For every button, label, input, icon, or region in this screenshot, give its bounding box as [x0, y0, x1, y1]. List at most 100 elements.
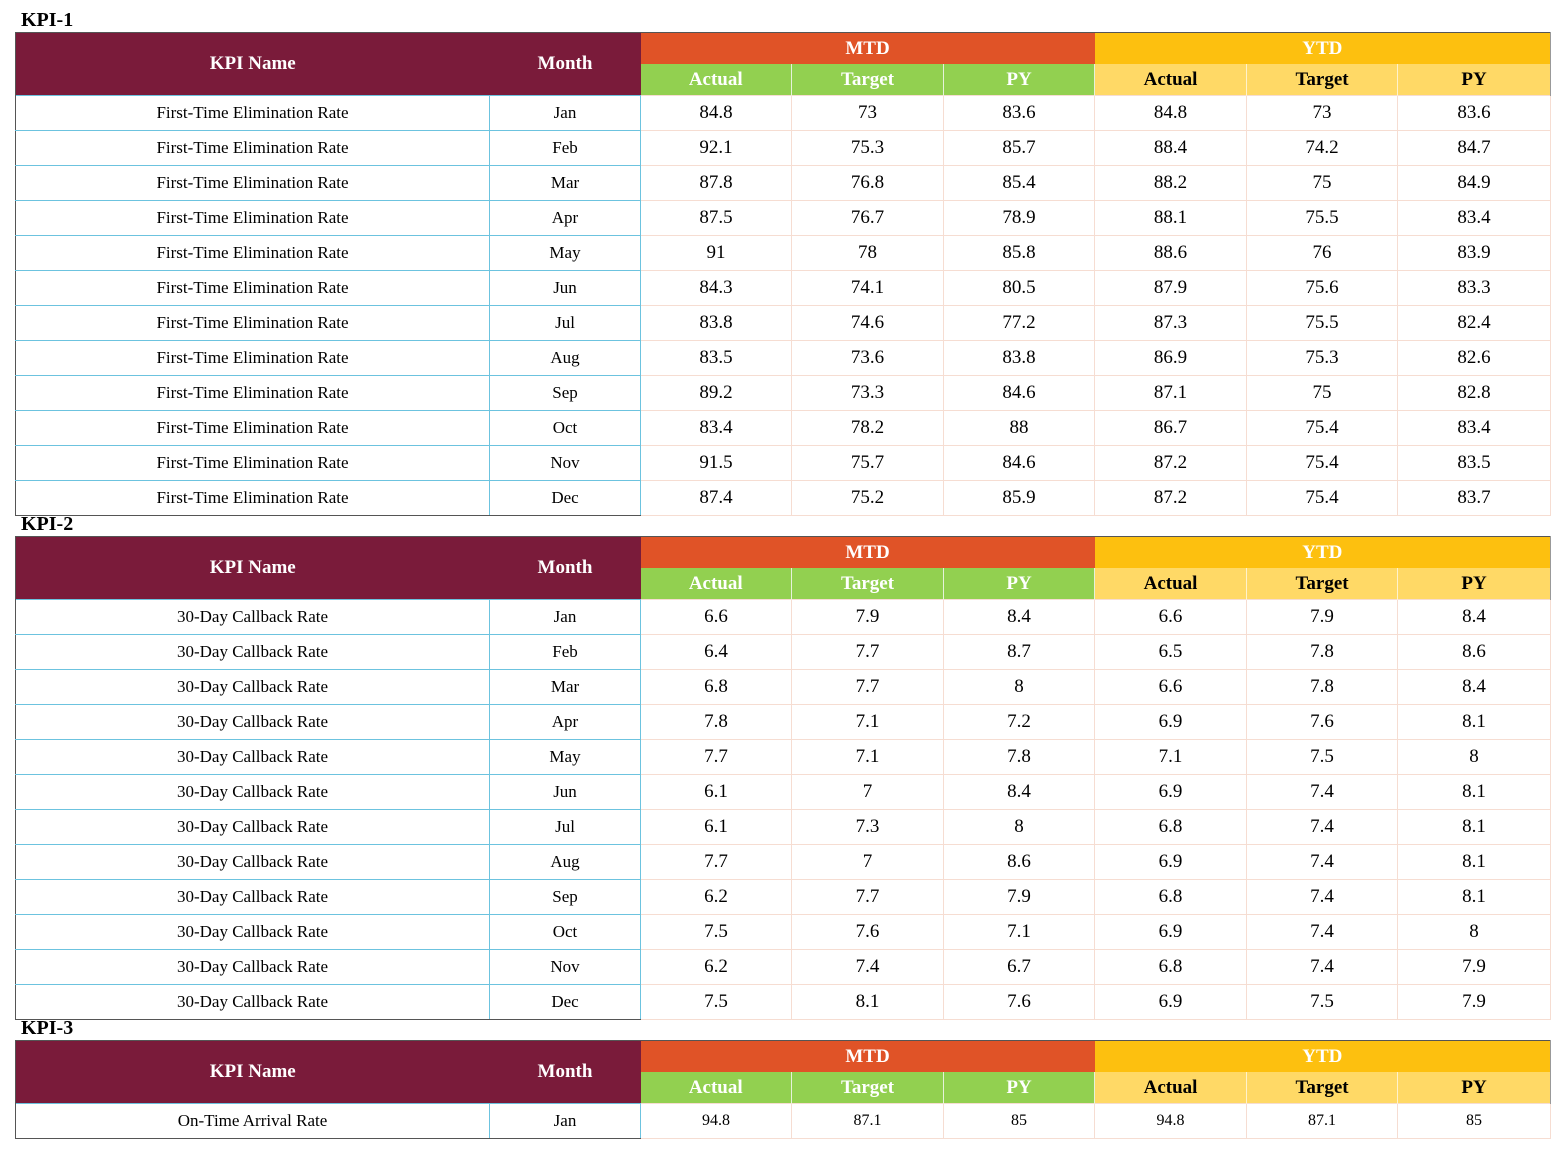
ytd-py-cell[interactable]: 8 [1397, 914, 1552, 950]
ytd-py-cell[interactable]: 83.5 [1397, 445, 1552, 481]
mtd-actual-cell[interactable]: 7.8 [640, 704, 792, 740]
ytd-target-cell[interactable]: 7.5 [1246, 984, 1399, 1020]
ytd-py-cell[interactable]: 8.1 [1397, 879, 1552, 915]
mtd-py-cell[interactable]: 85.4 [942, 165, 1096, 201]
ytd-target-cell[interactable]: 7.4 [1246, 879, 1399, 915]
mtd-actual-cell[interactable]: 6.2 [640, 879, 792, 915]
mtd-py-cell[interactable]: 88 [942, 410, 1096, 446]
ytd-py-cell[interactable]: 8.4 [1397, 599, 1552, 635]
mtd-target-cell[interactable]: 75.2 [791, 480, 944, 516]
mtd-target-cell[interactable]: 78 [791, 235, 944, 271]
mtd-header[interactable]: MTD [640, 1040, 1095, 1072]
ytd-actual-cell[interactable]: 86.7 [1094, 410, 1248, 446]
mtd-target-cell[interactable]: 8.1 [791, 984, 944, 1020]
ytd-target-cell[interactable]: 7.4 [1246, 809, 1399, 845]
mtd-actual-cell[interactable]: 84.3 [640, 270, 792, 306]
ytd-actual-cell[interactable]: 88.4 [1094, 130, 1248, 166]
ytd-target-cell[interactable]: 76 [1246, 235, 1399, 271]
mtd-actual-cell[interactable]: 87.4 [640, 480, 792, 516]
month-cell[interactable]: Oct [489, 410, 641, 446]
ytd-actual-cell[interactable]: 88.2 [1094, 165, 1248, 201]
mtd-target-header[interactable]: Target [791, 568, 944, 600]
kpi-name-cell[interactable]: First-Time Elimination Rate [15, 480, 490, 516]
kpi-name-cell[interactable]: 30-Day Callback Rate [15, 809, 490, 845]
ytd-py-cell[interactable]: 83.4 [1397, 200, 1552, 236]
kpi-name-cell[interactable]: 30-Day Callback Rate [15, 599, 490, 635]
month-cell[interactable]: Jan [489, 95, 641, 131]
ytd-actual-header[interactable]: Actual [1094, 568, 1248, 600]
mtd-py-cell[interactable]: 7.2 [942, 704, 1096, 740]
ytd-actual-cell[interactable]: 88.6 [1094, 235, 1248, 271]
mtd-py-header[interactable]: PY [943, 64, 1096, 96]
ytd-py-cell[interactable]: 84.9 [1397, 165, 1552, 201]
ytd-header[interactable]: YTD [1094, 536, 1552, 568]
mtd-target-header[interactable]: Target [791, 64, 944, 96]
mtd-target-cell[interactable]: 73 [791, 95, 944, 131]
kpi-name-cell[interactable]: 30-Day Callback Rate [15, 984, 490, 1020]
month-cell[interactable]: Oct [489, 914, 641, 950]
mtd-target-cell[interactable]: 7 [791, 844, 944, 880]
kpi-name-cell[interactable]: 30-Day Callback Rate [15, 879, 490, 915]
mtd-py-cell[interactable]: 80.5 [942, 270, 1096, 306]
mtd-target-cell[interactable]: 76.8 [791, 165, 944, 201]
mtd-py-cell[interactable]: 84.6 [942, 445, 1096, 481]
ytd-py-cell[interactable]: 85 [1397, 1103, 1552, 1139]
month-cell[interactable]: Feb [489, 130, 641, 166]
ytd-actual-cell[interactable]: 87.1 [1094, 375, 1248, 411]
mtd-target-cell[interactable]: 7.3 [791, 809, 944, 845]
kpi-name-cell[interactable]: First-Time Elimination Rate [15, 375, 490, 411]
mtd-target-cell[interactable]: 74.6 [791, 305, 944, 341]
mtd-target-cell[interactable]: 74.1 [791, 270, 944, 306]
mtd-py-cell[interactable]: 8.4 [942, 599, 1096, 635]
mtd-py-cell[interactable]: 7.9 [942, 879, 1096, 915]
ytd-target-cell[interactable]: 73 [1246, 95, 1399, 131]
month-cell[interactable]: Mar [489, 165, 641, 201]
ytd-target-header[interactable]: Target [1246, 1072, 1399, 1104]
ytd-py-cell[interactable]: 83.3 [1397, 270, 1552, 306]
mtd-py-cell[interactable]: 83.8 [942, 340, 1096, 376]
ytd-actual-cell[interactable]: 6.9 [1094, 844, 1248, 880]
kpi-name-cell[interactable]: 30-Day Callback Rate [15, 704, 490, 740]
mtd-actual-cell[interactable]: 84.8 [640, 95, 792, 131]
ytd-target-header[interactable]: Target [1246, 64, 1399, 96]
ytd-target-cell[interactable]: 87.1 [1246, 1103, 1399, 1139]
ytd-py-cell[interactable]: 7.9 [1397, 984, 1552, 1020]
month-header[interactable]: Month [489, 1040, 641, 1104]
mtd-target-cell[interactable]: 73.6 [791, 340, 944, 376]
ytd-py-cell[interactable]: 82.6 [1397, 340, 1552, 376]
ytd-actual-cell[interactable]: 86.9 [1094, 340, 1248, 376]
month-cell[interactable]: Nov [489, 949, 641, 985]
ytd-target-cell[interactable]: 7.6 [1246, 704, 1399, 740]
month-header[interactable]: Month [489, 32, 641, 96]
mtd-actual-cell[interactable]: 83.5 [640, 340, 792, 376]
ytd-actual-cell[interactable]: 7.1 [1094, 739, 1248, 775]
kpi-name-cell[interactable]: First-Time Elimination Rate [15, 270, 490, 306]
month-cell[interactable]: Aug [489, 340, 641, 376]
mtd-target-header[interactable]: Target [791, 1072, 944, 1104]
month-cell[interactable]: May [489, 235, 641, 271]
mtd-target-cell[interactable]: 7.7 [791, 879, 944, 915]
mtd-header[interactable]: MTD [640, 32, 1095, 64]
mtd-py-cell[interactable]: 84.6 [942, 375, 1096, 411]
month-cell[interactable]: Jul [489, 305, 641, 341]
mtd-actual-cell[interactable]: 94.8 [640, 1103, 792, 1139]
mtd-py-cell[interactable]: 8.7 [942, 634, 1096, 670]
ytd-actual-cell[interactable]: 6.6 [1094, 599, 1248, 635]
ytd-py-cell[interactable]: 8.1 [1397, 774, 1552, 810]
ytd-target-cell[interactable]: 7.4 [1246, 844, 1399, 880]
mtd-actual-cell[interactable]: 7.7 [640, 844, 792, 880]
mtd-target-cell[interactable]: 76.7 [791, 200, 944, 236]
mtd-py-cell[interactable]: 7.8 [942, 739, 1096, 775]
month-cell[interactable]: Jan [489, 1103, 641, 1139]
kpi-name-cell[interactable]: 30-Day Callback Rate [15, 914, 490, 950]
ytd-py-cell[interactable]: 82.8 [1397, 375, 1552, 411]
kpi-name-header[interactable]: KPI Name [15, 536, 490, 600]
mtd-target-cell[interactable]: 7.4 [791, 949, 944, 985]
mtd-actual-cell[interactable]: 87.8 [640, 165, 792, 201]
mtd-actual-cell[interactable]: 6.8 [640, 669, 792, 705]
ytd-actual-cell[interactable]: 6.9 [1094, 704, 1248, 740]
ytd-target-cell[interactable]: 75 [1246, 375, 1399, 411]
mtd-actual-cell[interactable]: 7.5 [640, 984, 792, 1020]
mtd-actual-header[interactable]: Actual [640, 568, 792, 600]
ytd-py-cell[interactable]: 8 [1397, 739, 1552, 775]
